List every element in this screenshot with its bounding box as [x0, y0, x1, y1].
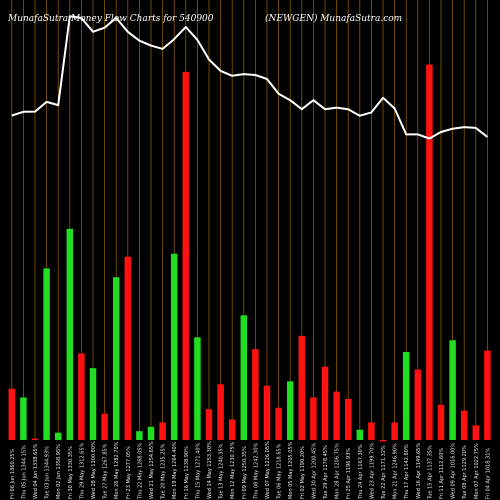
x-tick-label: Fri 04 Apr 1018.31% [485, 448, 491, 499]
bar-up [402, 352, 410, 440]
bar-down [159, 422, 166, 440]
x-tick-label: Wed 28 May 1300.80% [91, 441, 97, 499]
bar-down [379, 440, 387, 442]
bar-down [252, 349, 259, 440]
bar-down [472, 425, 480, 440]
x-tick-label: Tue 13 May 1240.35% [219, 443, 225, 500]
x-tick-label: Tue 08 Apr 1129.20% [462, 445, 468, 500]
x-tick-label: Wed 07 May 1226.05% [265, 441, 271, 499]
x-tick-label: Wed 16 Apr 1149.65% [416, 443, 422, 499]
bar-up [147, 426, 155, 440]
x-tick-label: Thu 15 May 1271.40% [195, 442, 201, 500]
price-line [11, 15, 489, 140]
bar-down [275, 407, 282, 440]
x-tick-label: Tue 27 May 1267.85% [103, 443, 109, 500]
x-tick-label: Fri 30 May 1330.35% [68, 446, 74, 499]
x-tick-label: Fri 25 Apr 1196.93% [346, 448, 352, 499]
bar-up [356, 429, 364, 440]
bar-down [263, 385, 271, 440]
bar-down [437, 404, 445, 440]
x-tick-label: Mon 12 May 1230.75% [230, 441, 236, 499]
bar-up [240, 315, 248, 440]
bar-up [89, 368, 97, 440]
x-tick-label: Thu 08 May 1242.30% [253, 442, 259, 500]
x-tick-label: Thu 05 Jun 1344.15% [21, 445, 27, 500]
bar-down [217, 384, 224, 440]
bar-down [124, 256, 132, 440]
x-tick-label: Thu 24 Apr 1167.30% [358, 444, 364, 500]
bar-down [78, 353, 85, 440]
x-tick-label: Wed 30 Apr 1200.45% [311, 443, 317, 499]
bar-down [414, 369, 422, 440]
x-tick-label: Thu 29 May 1312.65% [79, 442, 85, 500]
bar-up [43, 268, 50, 440]
bar-up [194, 337, 201, 440]
x-tick-label: Tue 15 Apr 1137.35% [427, 445, 433, 500]
bar-down [8, 388, 16, 440]
chart-site-credit: (NEWGEN) MunafaSutra.com [265, 14, 403, 24]
x-tick-label: Mon 21 Apr 1246.90% [393, 443, 399, 499]
bar-down [101, 413, 108, 440]
x-tick-label: Tue 03 Jun 1344.93% [45, 446, 51, 500]
bar-down [344, 398, 352, 440]
bar-down [333, 391, 340, 440]
bar-down [31, 438, 39, 441]
x-tick-label: Mon 26 May 1282.70% [114, 441, 120, 499]
x-tick-label: Fri 09 May 1250.35% [242, 446, 248, 499]
bars [8, 64, 491, 442]
bar-down [310, 397, 317, 440]
bar-down [228, 419, 236, 440]
x-tick-label: Fri 02 May 1190.20% [300, 446, 306, 499]
x-tick-label: Fri 23 May 1277.05% [126, 446, 132, 499]
x-tick-label: Fri 06 Jun 1360.25% [10, 448, 16, 499]
x-tick-label: Wed 14 May 1253.30% [207, 441, 213, 499]
bar-up [449, 340, 456, 440]
bar-down [182, 71, 190, 440]
bar-down [321, 366, 329, 440]
bar-down [368, 422, 375, 440]
x-tick-label: Mon 05 May 1205.05% [288, 441, 294, 499]
x-tick-label: Tue 22 Apr 1171.32% [381, 445, 387, 500]
bar-up [54, 432, 62, 440]
bar-down [460, 410, 468, 440]
x-tick-label: Wed 09 Apr 1016.00% [451, 443, 457, 499]
bar-up [20, 397, 27, 440]
x-tick-label: Mon 19 May 1264.40% [172, 441, 178, 499]
bar-up [170, 253, 178, 440]
bar-down [391, 422, 398, 440]
chart-title: MunafaSutra Money Flow Charts for 540900 [8, 14, 214, 24]
x-tick-label: Mon 28 Apr 1206.75% [335, 443, 341, 499]
x-tick-label: Fri 16 May 1238.90% [184, 446, 190, 499]
price-line-group [11, 15, 489, 140]
x-tick-label: Wed 04 Jun 1338.65% [33, 443, 39, 499]
bar-up [112, 277, 120, 440]
bar-down [484, 350, 491, 440]
x-tick-label: Tue 06 May 1218.65% [277, 443, 283, 500]
bar-up [286, 381, 294, 440]
bar-down [426, 64, 433, 441]
x-tick-label: Fri 11 Apr 1112.60% [439, 448, 445, 499]
x-tick-label: Tue 29 Apr 1178.45% [323, 445, 329, 500]
x-tick-label: Wed 23 Apr 1199.70% [369, 443, 375, 499]
bar-up [66, 228, 74, 440]
x-tick-label: Mon 07 Apr 1022.75% [474, 443, 480, 499]
x-tick-label: Tue 20 May 1235.25% [161, 443, 167, 500]
bar-down [205, 409, 213, 440]
x-tick-label: Wed 21 May 1254.65% [149, 441, 155, 499]
bar-down [298, 335, 306, 440]
x-tick-label: Thu 17 Apr 1142.80% [404, 444, 410, 500]
x-tick-label: Thu 22 May 1268.05% [137, 442, 143, 500]
bar-up [136, 431, 143, 440]
x-axis-labels: Fri 06 Jun 1360.25% Thu 05 Jun 1344.15% We… [10, 441, 492, 500]
x-tick-label: Mon 02 Jun 1358.95% [56, 444, 62, 499]
